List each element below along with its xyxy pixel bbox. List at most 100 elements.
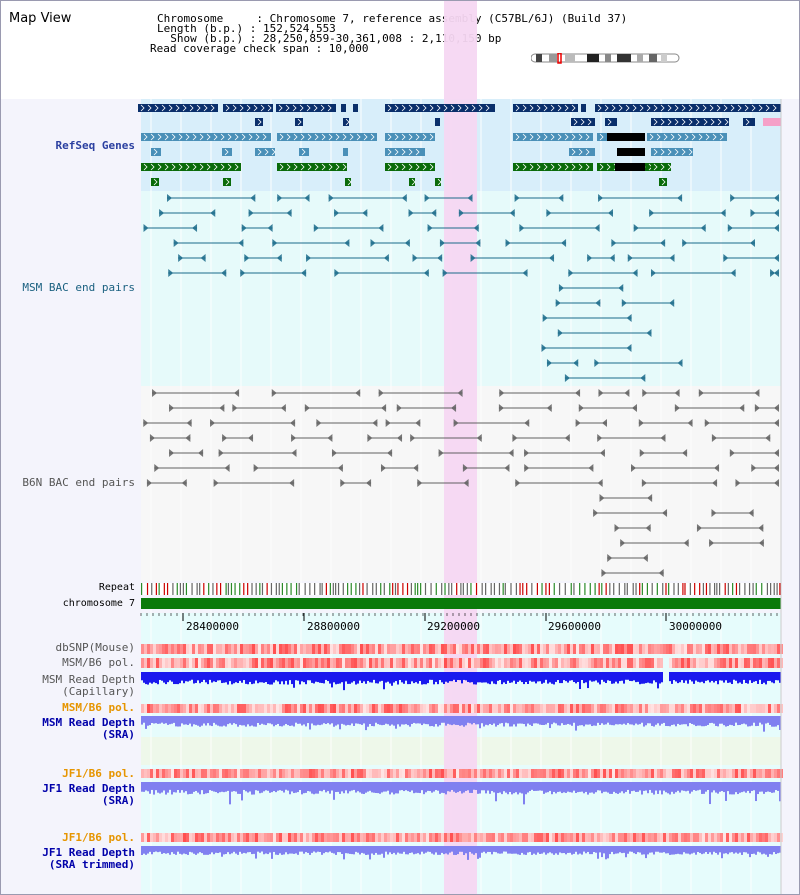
- jf1-b6-pol-trim-cell: [321, 833, 324, 842]
- dbsnp-cell: [705, 644, 708, 654]
- msm-depth-sra-bar: [365, 716, 367, 731]
- jf1-depth-sra-bar: [211, 782, 213, 791]
- track-label-jf1-depth-trimmed[interactable]: JF1 Read Depth: [42, 846, 135, 859]
- track-label-jf1-b6-pol-1[interactable]: JF1/B6 pol.: [62, 767, 135, 780]
- dbsnp-cell: [594, 644, 597, 654]
- jf1-b6-pol-trim-cell: [642, 833, 645, 842]
- jf1-depth-sra-bar: [529, 782, 531, 792]
- jf1-depth-sra-bar: [311, 782, 313, 794]
- msm-depth-capillary-bar: [169, 672, 171, 681]
- jf1-depth-trim-bar: [441, 846, 443, 853]
- gene-strand-mark: [321, 163, 326, 171]
- refseq-gene-dark: [513, 104, 578, 112]
- msm-bac-pair-end: [334, 269, 340, 277]
- jf1-depth-sra-bar: [663, 782, 665, 791]
- gene-strand-mark: [300, 133, 305, 141]
- msm-depth-sra-bar: [379, 716, 381, 725]
- msm-b6-pol-cell: [252, 658, 255, 668]
- track-label-dbsnp[interactable]: dbSNP(Mouse): [55, 641, 135, 654]
- track-label-msm-bac[interactable]: MSM BAC end pairs: [22, 281, 135, 294]
- track-label-jf1-b6-pol-2[interactable]: JF1/B6 pol.: [62, 831, 135, 844]
- track-label-b6n-bac[interactable]: B6N BAC end pairs: [22, 476, 135, 489]
- gene-strand-mark: [203, 104, 208, 112]
- msm-depth-sra-bar: [345, 716, 347, 726]
- refseq-gene-green: [385, 163, 435, 171]
- b6n-bac-pair-end: [289, 479, 295, 487]
- msm-depth-sra-bar: [523, 716, 525, 725]
- track-label-repeat[interactable]: Repeat: [98, 582, 135, 593]
- b6n-bac-pair-end: [641, 479, 647, 487]
- msm-bac-pair-end: [439, 239, 445, 247]
- b6n-bac-pair-end: [232, 404, 238, 412]
- msm-b6-pol-cell: [456, 658, 459, 668]
- jf1-depth-sra-bar: [491, 782, 493, 792]
- msm-depth-capillary-bar: [743, 672, 745, 680]
- msm-depth-sra-bar: [497, 716, 499, 726]
- msm-depth-sra-bar: [265, 716, 267, 726]
- repeat-element: [314, 583, 316, 595]
- msm-bac-pair-end: [442, 269, 448, 277]
- repeat-element: [732, 583, 734, 595]
- jf1-depth-sra-bar: [307, 782, 309, 792]
- jf1-depth-trim-bar: [149, 846, 151, 852]
- jf1-b6-pol-trim-cell: [153, 833, 156, 842]
- repeat-element: [410, 583, 412, 595]
- msm-b6-pol-sra-cell: [417, 704, 420, 713]
- msm-depth-capillary-bar: [283, 672, 285, 685]
- track-label-msm-depth-capillary[interactable]: MSM Read Depth: [42, 673, 135, 686]
- msm-b6-pol-cell: [582, 658, 585, 668]
- dbsnp-cell: [387, 644, 390, 654]
- jf1-b6-pol-trim-cell: [243, 833, 246, 842]
- b6n-bac-pair-end: [154, 464, 160, 472]
- msm-depth-capillary-bar: [611, 672, 613, 684]
- repeat-element: [510, 583, 512, 595]
- jf1-depth-sra-bar: [405, 782, 407, 791]
- msm-b6-pol-cell: [588, 658, 591, 668]
- msm-depth-capillary-bar: [641, 672, 643, 684]
- dbsnp-cell: [693, 644, 696, 654]
- msm-b6-pol-cell: [234, 658, 237, 668]
- msm-b6-pol-sra-cell: [306, 704, 309, 713]
- jf1-b6-pol-trim-cell: [501, 833, 504, 842]
- jf1-depth-sra-bar: [353, 782, 355, 790]
- jf1-b6-pol-trim-cell: [744, 833, 747, 842]
- msm-b6-pol-cell: [267, 658, 270, 668]
- jf1-b6-pol-trim-cell: [729, 833, 732, 842]
- jf1-depth-sra-bar: [743, 782, 745, 792]
- refseq-gene-green: [277, 163, 347, 171]
- repeat-element: [329, 583, 331, 595]
- chromosome-ideogram[interactable]: [531, 53, 681, 64]
- jf1-b6-pol-trim-cell: [324, 833, 327, 842]
- track-label-msm-b6-pol-2[interactable]: MSM/B6 pol.: [62, 701, 135, 714]
- track-label-jf1-depth-sra[interactable]: JF1 Read Depth: [42, 782, 135, 795]
- gene-strand-mark: [356, 133, 361, 141]
- msm-depth-sra-bar: [471, 716, 473, 725]
- track-label-msm-depth-sra[interactable]: MSM Read Depth: [42, 716, 135, 729]
- jf1-depth-sra-bar: [335, 782, 337, 793]
- msm-depth-sra-bar: [269, 716, 271, 724]
- jf1-depth-trim-bar: [237, 846, 239, 855]
- gene-strand-mark: [571, 133, 576, 141]
- jf1-depth-sra-bar: [291, 782, 293, 792]
- msm-depth-capillary-bar: [271, 672, 273, 685]
- msm-depth-capillary-bar: [329, 672, 331, 684]
- gene-strand-mark: [279, 163, 284, 171]
- jf1-b6-pol-cell: [156, 769, 159, 778]
- track-label-msm-b6-pol-1[interactable]: MSM/B6 pol.: [62, 656, 135, 669]
- msm-b6-pol-cell: [747, 658, 750, 668]
- jf1-depth-sra-bar: [153, 782, 155, 795]
- gene-strand-mark: [314, 133, 319, 141]
- msm-b6-pol-cell: [774, 658, 777, 668]
- track-label-refseq[interactable]: RefSeq Genes: [55, 139, 135, 152]
- msm-depth-sra-bar: [591, 716, 593, 727]
- jf1-depth-trim-bar: [245, 846, 247, 854]
- msm-b6-pol-sra-cell: [630, 704, 633, 713]
- jf1-b6-pol-trim-cell: [732, 833, 735, 842]
- jf1-depth-sra-bar: [671, 782, 673, 792]
- repeat-element: [430, 583, 432, 595]
- jf1-depth-trim-bar: [607, 846, 609, 859]
- msm-depth-capillary-bar: [309, 672, 311, 681]
- gene-strand-mark: [571, 163, 576, 171]
- b6n-bac-pair-end: [524, 449, 530, 457]
